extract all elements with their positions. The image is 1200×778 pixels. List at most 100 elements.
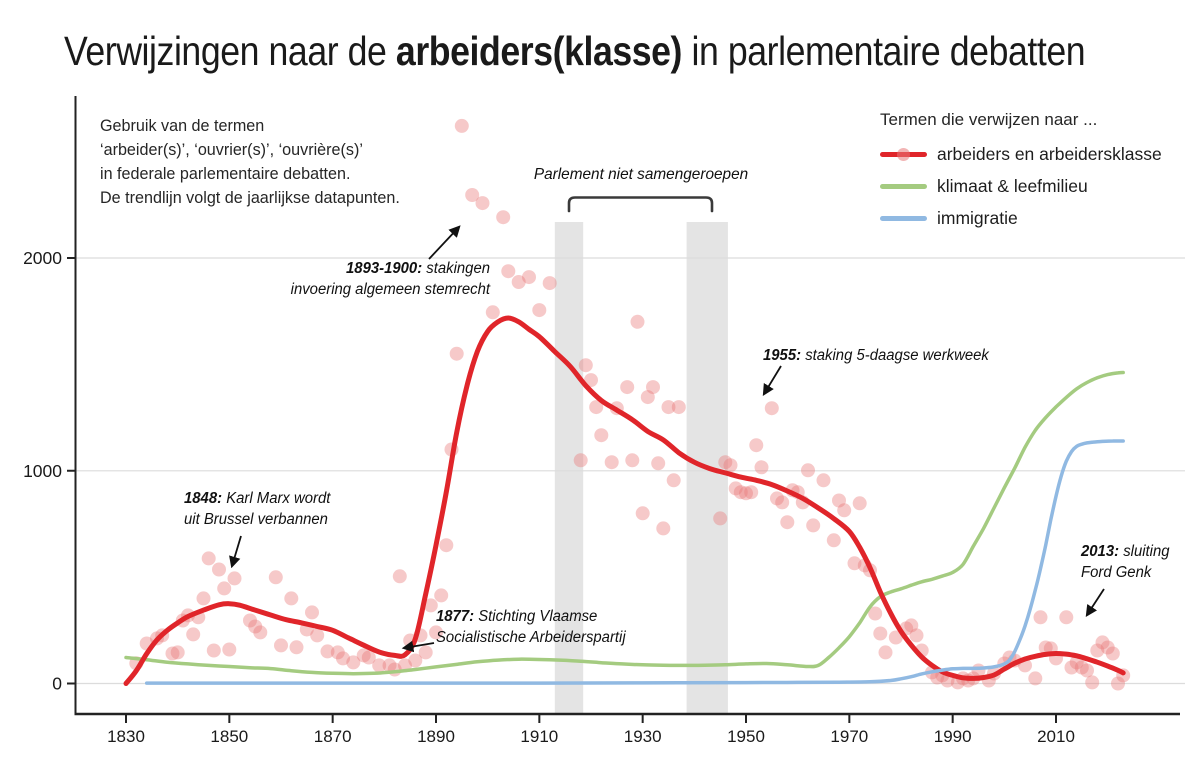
axes: 1830 1850 1870 1890 1910 1930 1950 1970 1990 2010… bbox=[23, 96, 1180, 746]
datapoint-1968 bbox=[832, 493, 846, 508]
legend-swatch-blue-line bbox=[880, 215, 927, 221]
datapoint-1921 bbox=[589, 400, 604, 415]
x-tick-label-1890: 1890 bbox=[417, 727, 455, 746]
datapoint-1933 bbox=[651, 456, 666, 471]
datapoint-1963 bbox=[806, 518, 821, 533]
description-line: in federale parlementaire debatten. bbox=[100, 164, 351, 183]
datapoint-1972 bbox=[852, 496, 867, 511]
legend-swatch-datapoint bbox=[897, 147, 910, 161]
datapoint-2012 bbox=[1059, 610, 1074, 625]
datapoint-1889 bbox=[423, 598, 438, 613]
datapoint-1890 bbox=[429, 625, 443, 640]
legend-item-arbeiders: arbeiders en arbeidersklasse bbox=[880, 138, 1162, 170]
datapoint-1845 bbox=[196, 591, 211, 606]
datapoint-1891 bbox=[434, 588, 449, 603]
datapoint-1860 bbox=[274, 638, 288, 653]
datapoint-2021 bbox=[1105, 646, 1120, 661]
datapoint-1874 bbox=[346, 655, 361, 670]
annotation-1893-strikes: 1893-1900: stakingen invoering algemeen … bbox=[290, 260, 490, 298]
datapoint-1927 bbox=[620, 380, 635, 395]
datapoint-2015 bbox=[1074, 660, 1089, 675]
datapoint-1912 bbox=[542, 276, 557, 291]
datapoint-1840 bbox=[170, 645, 185, 660]
datapoint-1987 bbox=[930, 670, 945, 685]
datapoint-1955 bbox=[764, 401, 779, 416]
arrow-1955 bbox=[762, 365, 782, 397]
datapoint-1854 bbox=[243, 613, 257, 628]
page-title: Verwijzingen naar de arbeiders(klasse) i… bbox=[64, 28, 1086, 75]
datapoint-1906 bbox=[511, 275, 526, 289]
datapoint-1950 bbox=[739, 486, 753, 501]
datapoint-1918 bbox=[573, 453, 588, 468]
datapoint-1886 bbox=[408, 653, 423, 668]
datapoint-1931 bbox=[640, 390, 655, 405]
legend-swatch-red-line bbox=[880, 147, 927, 161]
datapoint-1901 bbox=[485, 305, 500, 320]
datapoint-1929 bbox=[630, 314, 645, 329]
description-line: Gebruik van de termen bbox=[100, 116, 265, 135]
x-tick-label-1870: 1870 bbox=[314, 727, 352, 746]
arrow-1877 bbox=[401, 640, 435, 653]
datapoint-1908 bbox=[522, 270, 536, 285]
legend-item-immigratie: immigratie bbox=[880, 202, 1162, 234]
datapoint-1949 bbox=[733, 485, 748, 500]
datapoint-1983 bbox=[909, 628, 924, 643]
datapoint-1910 bbox=[532, 303, 547, 318]
datapoint-1975 bbox=[868, 606, 883, 621]
legend-title: Termen die verwijzen naar ... bbox=[880, 110, 1098, 129]
datapoint-2006 bbox=[1028, 671, 1043, 686]
datapoint-1946 bbox=[718, 455, 733, 470]
datapoint-1904 bbox=[501, 264, 516, 279]
annotation-1955-strike: 1955: staking 5-daagse werkweek bbox=[763, 347, 989, 364]
chart-description: Gebruik van de termen ‘arbeider(s)’, ‘ou… bbox=[100, 114, 400, 210]
y-tick-label-0: 0 bbox=[52, 674, 62, 694]
datapoint-1958 bbox=[780, 515, 795, 530]
datapoint-2020 bbox=[1100, 640, 1115, 655]
datapoint-1863 bbox=[289, 640, 304, 655]
description-line: De trendlijn volgt de jaarlijkse datapun… bbox=[100, 188, 400, 207]
datapoint-1982 bbox=[904, 618, 919, 633]
datapoint-2007 bbox=[1033, 610, 1048, 625]
datapoint-1965 bbox=[816, 473, 831, 488]
datapoint-1847 bbox=[206, 643, 221, 658]
datapoint-1967 bbox=[826, 533, 841, 548]
datapoint-1934 bbox=[656, 521, 671, 536]
datapoint-1976 bbox=[873, 626, 888, 641]
legend: Termen die verwijzen naar ... arbeiders … bbox=[880, 110, 1162, 234]
datapoint-1846 bbox=[201, 551, 216, 566]
annotation-1877-party: 1877: Stichting Vlaamse Socialistische A… bbox=[436, 608, 626, 646]
trend-line-immigratie bbox=[144, 439, 1125, 685]
x-tick-label-1970: 1970 bbox=[830, 727, 868, 746]
datapoint-1849 bbox=[217, 581, 232, 596]
annotation-1848-marx: 1848: Karl Marx wordt uit Brussel verban… bbox=[184, 490, 331, 528]
datapoint-1862 bbox=[284, 591, 299, 606]
datapoint-1855 bbox=[248, 619, 263, 634]
datapoint-1957 bbox=[775, 495, 790, 510]
datapoint-1937 bbox=[671, 400, 686, 415]
legend-swatch-green-line bbox=[880, 183, 927, 189]
datapoint-1935 bbox=[661, 400, 676, 415]
title-post: in parlementaire debatten bbox=[681, 28, 1086, 74]
datapoint-1977 bbox=[878, 645, 893, 660]
datapoint-1839 bbox=[165, 646, 180, 661]
x-tick-label-1910: 1910 bbox=[520, 727, 558, 746]
datapoint-1888 bbox=[418, 645, 433, 660]
datapoint-2013 bbox=[1064, 660, 1079, 675]
legend-label: immigratie bbox=[937, 207, 1018, 228]
datapoint-1877 bbox=[361, 650, 376, 665]
datapoint-1922 bbox=[594, 428, 609, 443]
datapoint-2008 bbox=[1038, 640, 1053, 655]
y-tick-label-1000: 1000 bbox=[23, 461, 62, 481]
datapoint-1956 bbox=[770, 491, 784, 506]
datapoint-1895 bbox=[454, 118, 469, 133]
datapoint-1871 bbox=[330, 645, 345, 660]
arrow-2013 bbox=[1085, 588, 1105, 617]
datapoint-1856 bbox=[253, 625, 268, 640]
title-bold: arbeiders(klasse) bbox=[395, 28, 683, 74]
datapoint-1876 bbox=[356, 648, 371, 663]
datapoint-1932 bbox=[646, 380, 660, 395]
datapoint-1883 bbox=[392, 569, 407, 584]
datapoint-2016 bbox=[1080, 663, 1094, 678]
